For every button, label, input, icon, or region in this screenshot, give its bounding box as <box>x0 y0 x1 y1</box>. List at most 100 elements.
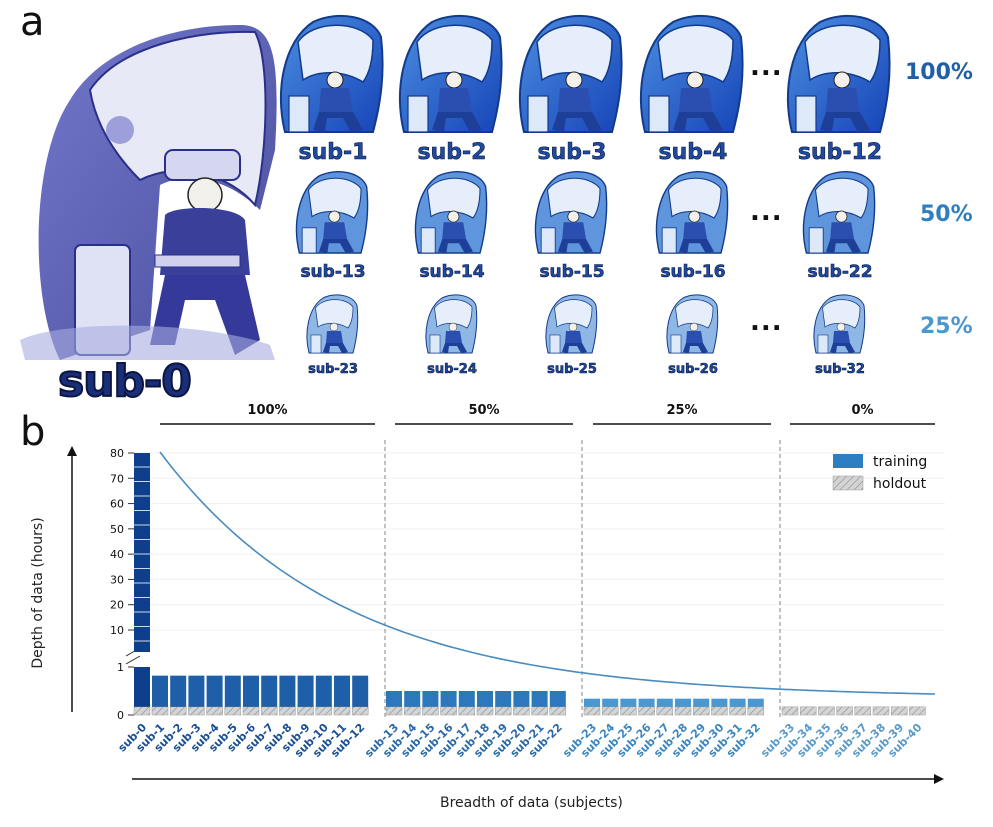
training-bar <box>386 691 402 707</box>
scanner-icon <box>802 171 876 254</box>
training-bar <box>584 698 600 707</box>
training-bar <box>261 675 278 707</box>
y-tick-label: 20 <box>110 599 124 612</box>
holdout-bar <box>583 706 601 716</box>
scanner-icon <box>655 171 729 254</box>
training-bar <box>334 675 350 707</box>
training-bar <box>422 691 439 707</box>
holdout-bar <box>513 706 530 716</box>
training-bar <box>224 675 241 707</box>
training-bar-upper <box>134 453 150 652</box>
y-tick-label: 70 <box>110 472 124 485</box>
row-percentage: 100% <box>905 60 973 85</box>
subject-label: sub-14 <box>419 262 485 283</box>
holdout-bar <box>711 706 728 716</box>
sub-0-scanner-illustration <box>20 25 277 360</box>
subject-label: sub-26 <box>668 362 718 378</box>
panel-a-letter: a <box>20 0 45 45</box>
x-axis-title: Breadth of data (subjects) <box>440 795 623 811</box>
subject-label: sub-23 <box>308 362 358 378</box>
subject-label: sub-15 <box>539 262 605 283</box>
trend-curve <box>159 451 936 695</box>
y-tick-label: 10 <box>110 624 124 637</box>
training-bar <box>477 691 493 707</box>
training-bar <box>458 691 475 707</box>
holdout-bar <box>601 706 619 716</box>
group-header-label: 50% <box>468 403 499 418</box>
holdout-bar <box>531 706 548 716</box>
holdout-bar <box>242 706 260 716</box>
y-tick-label: 60 <box>110 498 124 511</box>
holdout-bar <box>351 706 369 716</box>
scanner-icon <box>786 14 891 133</box>
subject-label: sub-1 <box>298 140 368 166</box>
ellipsis: ... <box>750 52 783 82</box>
scanner-icon <box>279 14 384 133</box>
holdout-bar <box>206 706 223 716</box>
sub-0-label: sub-0 <box>57 355 193 408</box>
holdout-bar <box>620 706 637 716</box>
subject-label: sub-13 <box>300 262 366 283</box>
training-bar <box>279 675 296 707</box>
holdout-bar <box>385 706 403 716</box>
scanner-icon <box>639 14 744 133</box>
training-bar <box>404 691 421 707</box>
holdout-bar <box>909 706 926 716</box>
holdout-bar <box>656 706 674 716</box>
holdout-bar <box>422 706 439 716</box>
training-bar <box>243 675 259 707</box>
holdout-bar <box>836 706 853 716</box>
holdout-bar <box>890 706 908 716</box>
y-tick-label: 1 <box>117 661 124 674</box>
holdout-bar <box>692 706 710 716</box>
holdout-bar <box>440 706 457 716</box>
holdout-bar <box>729 706 746 716</box>
holdout-bar <box>133 706 151 716</box>
y-tick-label: 30 <box>110 573 124 586</box>
scanner-icon <box>545 294 598 354</box>
y-tick-label: 0 <box>117 709 124 722</box>
legend: training holdout <box>832 454 927 492</box>
row-percentage: 25% <box>920 314 973 339</box>
holdout-bar <box>333 706 351 716</box>
holdout-bar <box>260 706 278 716</box>
holdout-bar <box>494 706 512 716</box>
illustrations <box>20 14 891 360</box>
training-bar <box>188 675 205 707</box>
holdout-bar <box>781 706 799 716</box>
holdout-bar <box>549 706 567 716</box>
group-header-label: 25% <box>666 403 697 418</box>
subject-label: sub-22 <box>807 262 873 283</box>
panel-b-letter: b <box>20 409 46 455</box>
holdout-bar <box>224 706 242 716</box>
scanner-icon <box>398 14 503 133</box>
y-tick-label: 40 <box>110 548 124 561</box>
training-bar <box>747 698 764 707</box>
ellipsis: ... <box>750 197 783 227</box>
holdout-bar <box>297 706 314 716</box>
scanner-icon <box>534 171 608 254</box>
scanner-icon <box>306 294 359 354</box>
subject-label: sub-4 <box>658 140 728 166</box>
holdout-bar <box>315 706 333 716</box>
training-bar <box>440 691 457 707</box>
training-bar <box>297 675 314 707</box>
holdout-bar <box>188 706 205 716</box>
holdout-bar <box>169 706 187 716</box>
legend-swatch-holdout <box>832 475 864 491</box>
y-tick-label: 50 <box>110 523 124 536</box>
training-bar <box>170 675 187 707</box>
training-bar <box>602 698 619 707</box>
scanner-icon <box>813 294 866 354</box>
legend-label-holdout: holdout <box>873 476 927 492</box>
group-header-label: 0% <box>851 403 873 418</box>
scanner-icon <box>414 171 488 254</box>
training-bar <box>495 691 512 707</box>
training-bar <box>352 675 369 707</box>
subject-label: sub-24 <box>427 362 477 378</box>
subject-label: sub-3 <box>537 140 607 166</box>
scanner-icon <box>666 294 719 354</box>
